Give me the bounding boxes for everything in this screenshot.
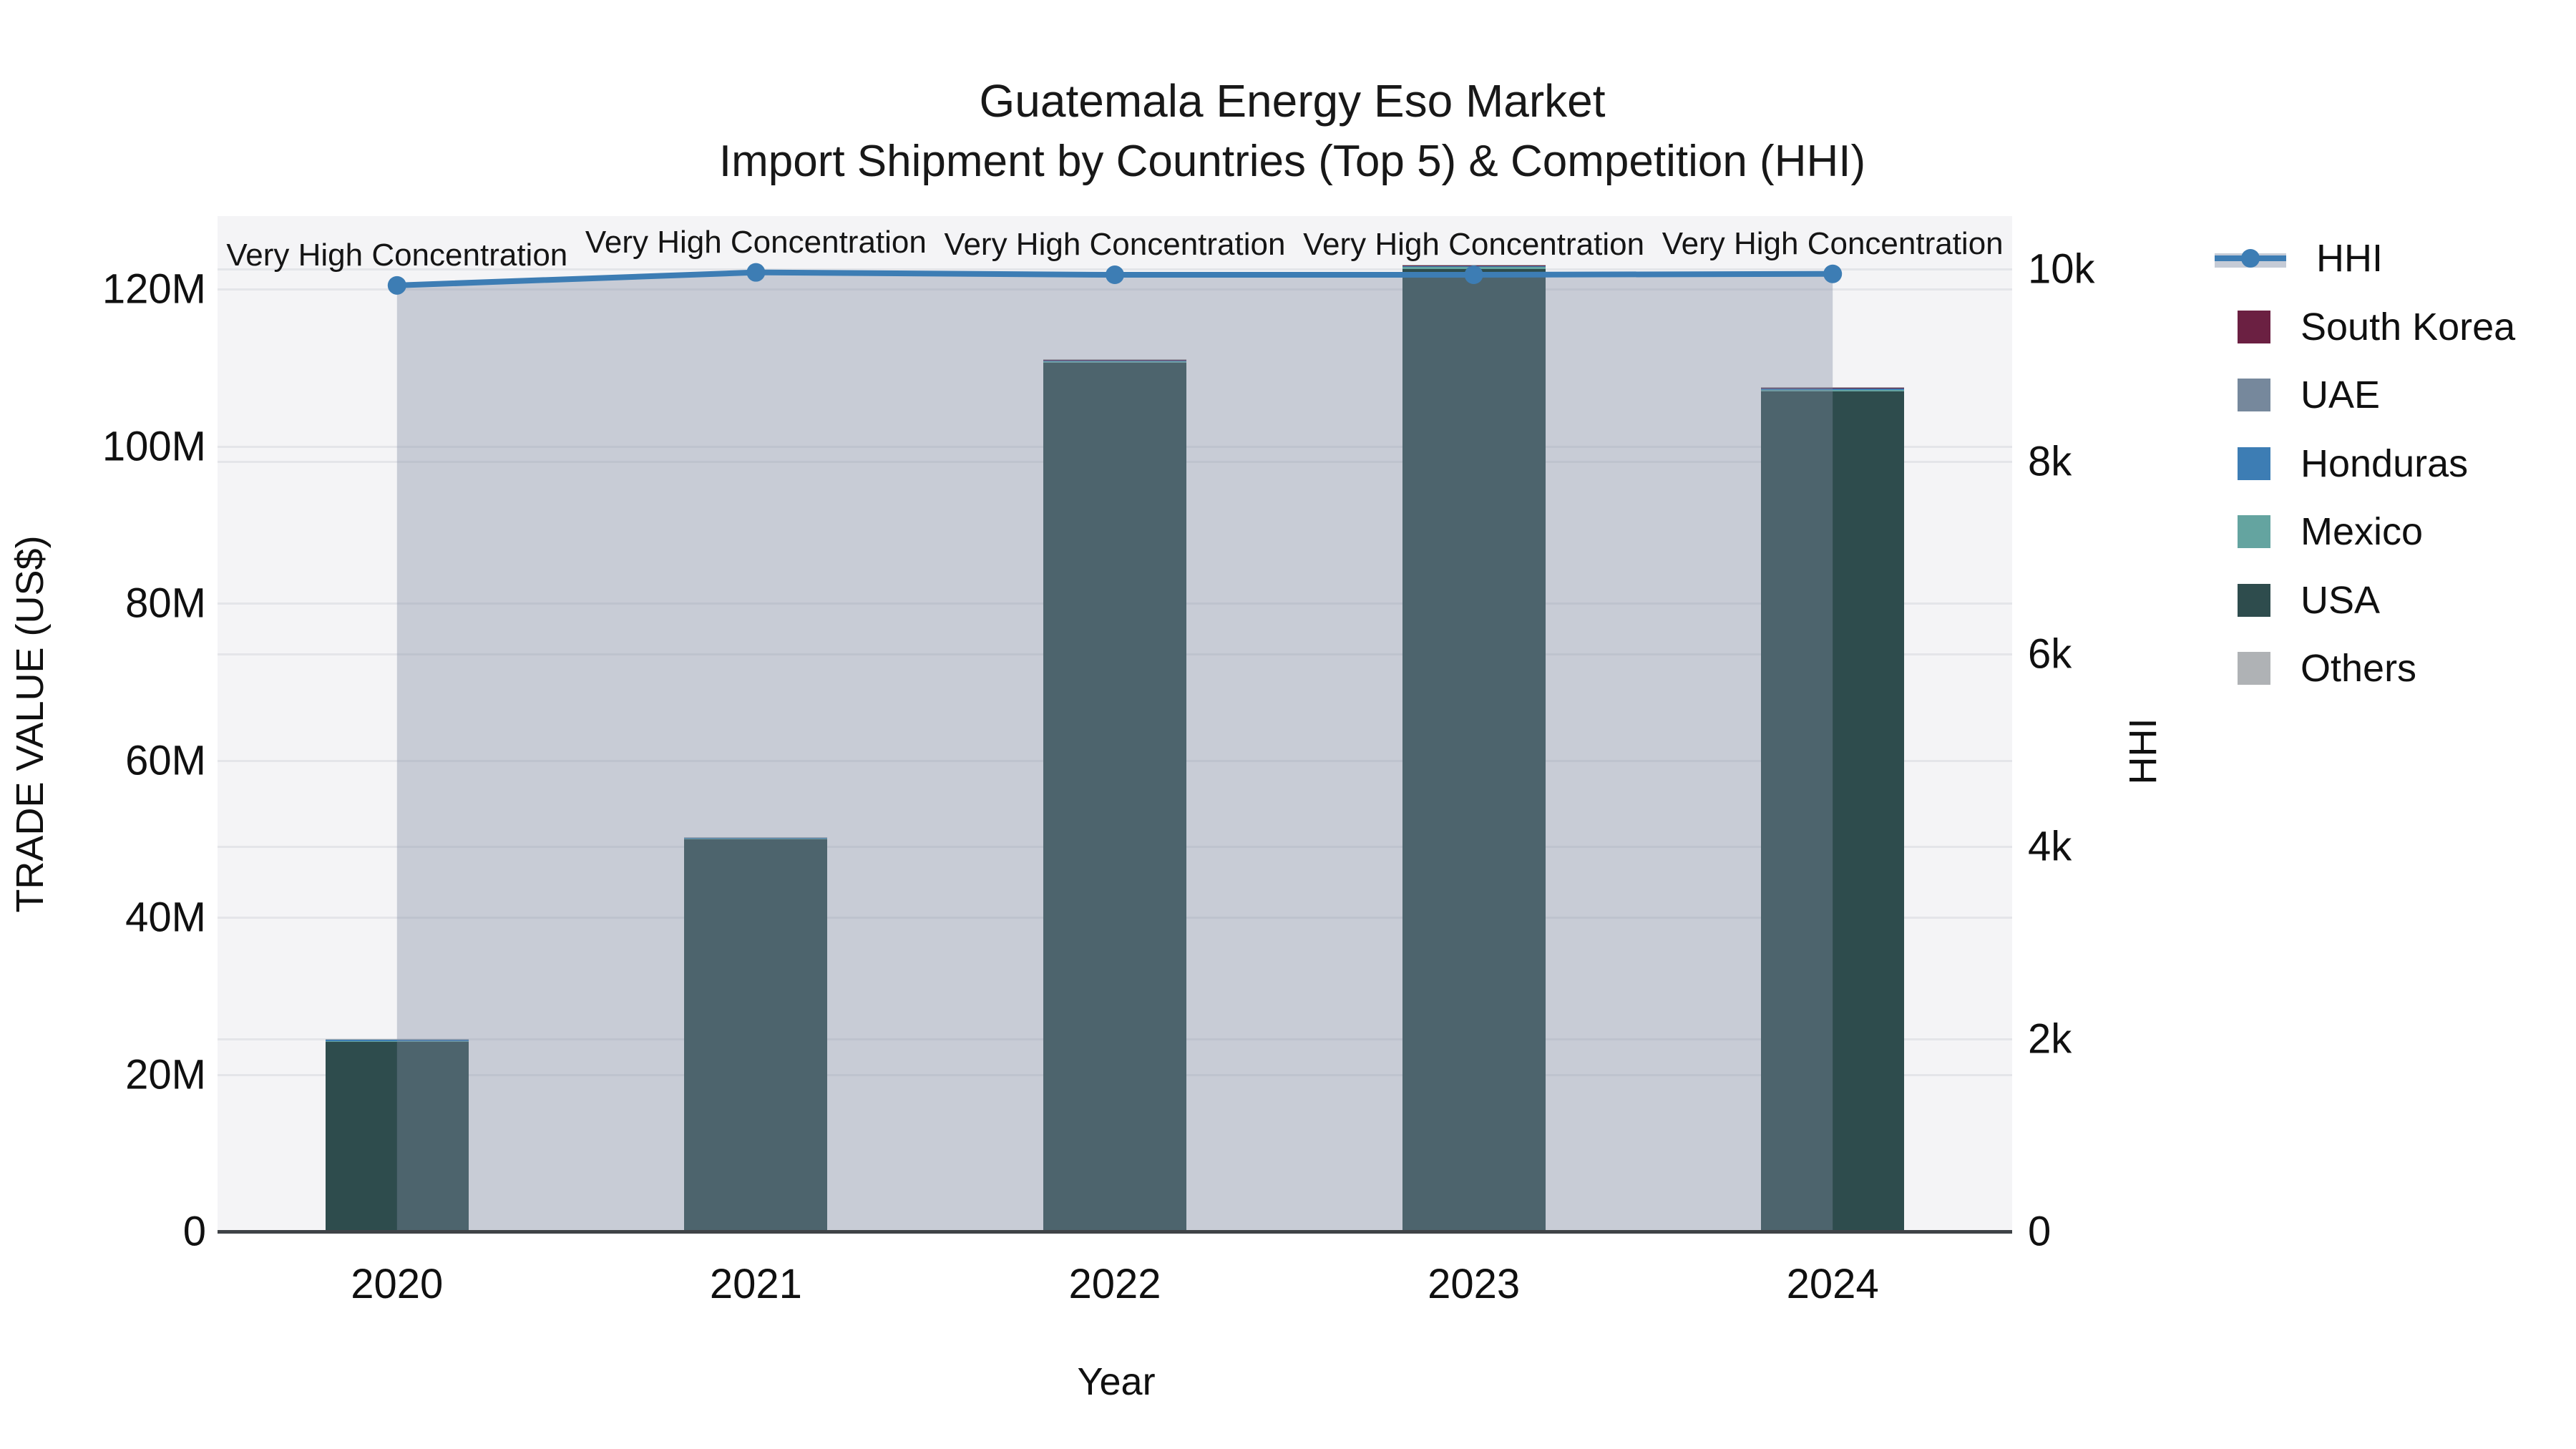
bar-2021-mexico[interactable] (684, 838, 828, 840)
legend-swatch-south-korea (2238, 310, 2270, 343)
bar-2022-uae[interactable] (1043, 360, 1186, 361)
bar-2024-uae[interactable] (1761, 388, 1905, 389)
chart-subtitle: Import Shipment by Countries (Top 5) & C… (718, 137, 1866, 186)
bar-2022-south-korea[interactable] (1043, 359, 1186, 361)
bar-2021-others[interactable] (684, 836, 828, 838)
legend-item-mexico[interactable]: Mexico (2215, 509, 2423, 554)
legend-item-honduras[interactable]: Honduras (2215, 441, 2468, 486)
y-left-tick-20M: 20M (125, 1051, 206, 1098)
bar-2022-others[interactable] (1043, 358, 1186, 360)
legend-swatch-usa (2238, 583, 2270, 617)
x-tick-2023: 2023 (1428, 1261, 1521, 1307)
bar-2020-mexico[interactable] (325, 1040, 469, 1042)
legend-label-others: Others (2301, 647, 2417, 690)
legend-label-uae: UAE (2301, 374, 2381, 416)
legend-item-others[interactable]: Others (2215, 646, 2416, 691)
annotation-2022: Very High Concentration (944, 227, 1286, 263)
y-axis-right-title: HHI (2122, 718, 2165, 785)
annotation-2023: Very High Concentration (1303, 227, 1645, 263)
y-right-tick-0: 0 (2028, 1208, 2051, 1255)
chart-title: Guatemala Energy Eso Market (979, 75, 1606, 127)
x-tick-2022: 2022 (1068, 1261, 1161, 1307)
y-right-tick-4k: 4k (2028, 823, 2072, 870)
bar-2021-honduras[interactable] (684, 837, 828, 839)
bar-2024-honduras[interactable] (1761, 388, 1905, 390)
legend-swatch-honduras (2238, 447, 2270, 480)
hhi-marker-2021[interactable] (746, 263, 766, 282)
bar-2023-south-korea[interactable] (1402, 265, 1546, 266)
x-axis-line (218, 1230, 2012, 1234)
bar-2022-mexico[interactable] (1043, 361, 1186, 364)
hhi-marker-2023[interactable] (1464, 265, 1483, 285)
y-left-tick-40M: 40M (125, 894, 206, 941)
bar-2020-usa[interactable] (325, 1041, 469, 1231)
y-left-tick-80M: 80M (125, 580, 206, 627)
legend-swatch-uae (2238, 379, 2270, 411)
legend-item-hhi[interactable]: HHI (2215, 236, 2383, 280)
legend-swatch-others (2238, 652, 2270, 685)
legend-item-south-korea[interactable]: South Korea (2215, 305, 2515, 349)
hhi-legend-marker-dot (2241, 249, 2260, 268)
x-tick-2024: 2024 (1786, 1261, 1879, 1307)
y-right-tick-2k: 2k (2028, 1015, 2072, 1063)
hhi-legend-line-icon (2215, 248, 2286, 269)
legend-label-south-korea: South Korea (2301, 305, 2516, 348)
legend-label-mexico: Mexico (2301, 510, 2424, 553)
annotation-2020: Very High Concentration (226, 237, 568, 273)
y-right-tick-8k: 8k (2028, 438, 2072, 485)
bar-2020-south-korea[interactable] (325, 1039, 469, 1040)
x-tick-2021: 2021 (709, 1261, 802, 1307)
bar-2024-south-korea[interactable] (1761, 388, 1905, 389)
bar-2022-usa[interactable] (1043, 363, 1186, 1231)
legend-item-uae[interactable]: UAE (2215, 373, 2380, 417)
bar-2024-mexico[interactable] (1761, 389, 1905, 391)
y-left-tick-0: 0 (182, 1208, 206, 1255)
hhi-marker-2024[interactable] (1823, 264, 1843, 283)
x-tick-2020: 2020 (351, 1261, 444, 1307)
y-axis-left-title: TRADE VALUE (US$) (9, 535, 52, 913)
bar-2024-others[interactable] (1761, 387, 1905, 388)
bar-2024-usa[interactable] (1761, 391, 1905, 1231)
gridline-left-120M (218, 288, 2012, 291)
bar-2021-south-korea[interactable] (684, 837, 828, 838)
bar-2021-usa[interactable] (684, 839, 828, 1231)
hhi-marker-2022[interactable] (1106, 265, 1124, 285)
annotation-2024: Very High Concentration (1662, 225, 2004, 261)
hhi-marker-2020[interactable] (387, 275, 406, 295)
y-right-tick-6k: 6k (2028, 630, 2072, 678)
x-axis-title: Year (1077, 1360, 1156, 1403)
y-left-tick-60M: 60M (125, 737, 206, 784)
y-left-tick-100M: 100M (102, 423, 206, 470)
y-right-tick-10k: 10k (2028, 245, 2095, 293)
bar-2020-others[interactable] (325, 1038, 469, 1040)
hhi-area-fill (396, 272, 1833, 1232)
bar-2023-usa[interactable] (1402, 268, 1546, 1231)
legend-label-hhi: HHI (2316, 237, 2383, 280)
legend-swatch-mexico (2238, 515, 2270, 548)
bar-2020-honduras[interactable] (325, 1039, 469, 1041)
annotation-2021: Very High Concentration (585, 224, 927, 260)
legend-label-usa: USA (2301, 578, 2381, 622)
legend-label-honduras: Honduras (2301, 441, 2469, 485)
y-left-tick-120M: 120M (102, 265, 206, 313)
legend-item-usa[interactable]: USA (2215, 578, 2380, 623)
